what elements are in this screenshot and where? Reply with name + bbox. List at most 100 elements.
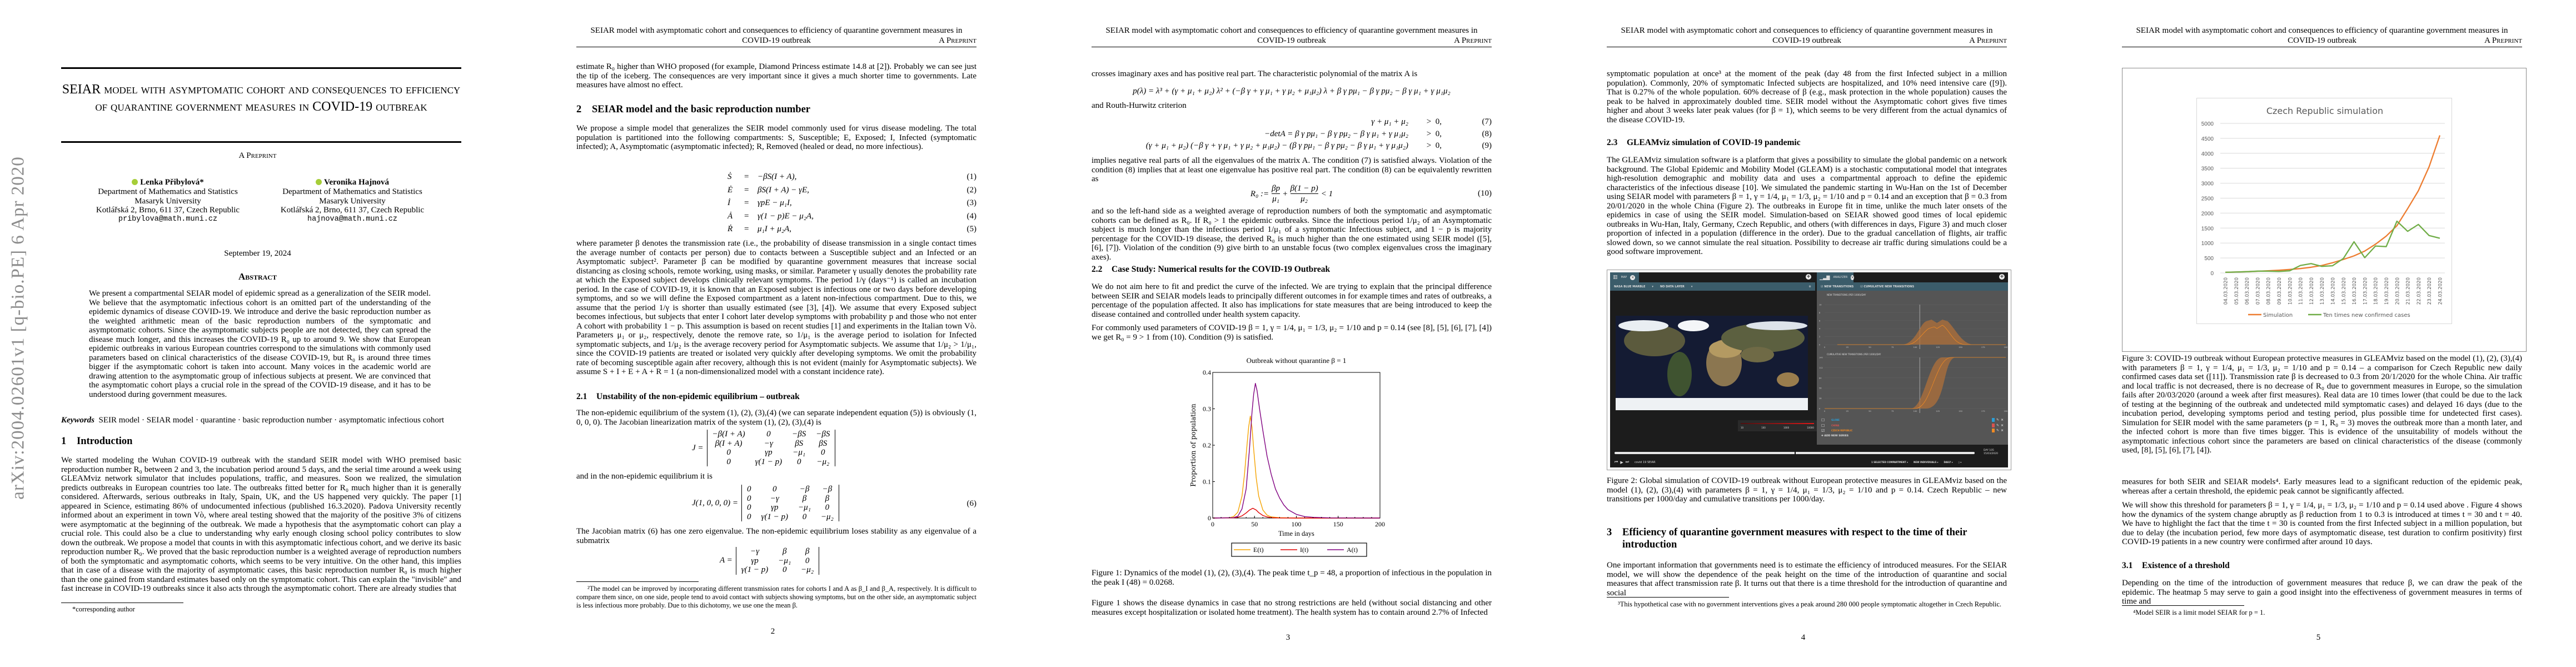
matrix-cell: −μ₂	[816, 457, 830, 466]
scale-tick: 10	[1741, 426, 1744, 429]
matrix-cell: γp	[751, 556, 759, 565]
matrix-cell: 0	[766, 430, 771, 439]
checkbox-checked-icon: ☑ NEW TRANSITIONS	[1821, 285, 1854, 288]
skip-back-icon[interactable]: ⏮	[1615, 460, 1618, 464]
series-color-swatch[interactable]	[1992, 418, 1995, 422]
x-tick-label: 18.03.2020	[2374, 277, 2379, 305]
gear-icon: ⚙	[1808, 285, 1811, 288]
y-tick-label: 0.1	[1203, 478, 1211, 486]
add-series-button[interactable]: ✚ ADD NEW SERIES	[1821, 435, 1849, 437]
x-tick-label: 175	[1981, 346, 1985, 349]
y-tick-label: 28	[1819, 397, 1821, 400]
x-tick-label: 0	[1211, 520, 1214, 528]
scale-tick: 1000	[1783, 426, 1790, 429]
section-heading: 3 Efficiency of quarantine government mea…	[1607, 527, 1967, 550]
figure-2-gleamviz-screenshot: ▥ MAP × + NASA BLUE MARBLE ▾ NO DATA LAYE…	[1607, 270, 2011, 470]
paragraph: and so the left-hand side as a weighted …	[1092, 207, 1492, 262]
series-color-swatch[interactable]	[1992, 423, 1995, 427]
legend-label: Ten times new confirmed cases	[2323, 312, 2410, 318]
x-tick-label: 175	[1981, 410, 1985, 412]
matrix-cell: −μ₁	[778, 556, 791, 565]
matrix-cell: 0	[747, 494, 751, 503]
submatrix-a: A = −γ β β γp −μ₁ 0 γ(1 − p) 0 −μ₂	[720, 547, 820, 575]
x-tick-label: 07.03.2020	[2255, 277, 2261, 305]
delete-icon[interactable]: ×	[2000, 423, 2004, 427]
y-tick-label: 3000	[2201, 181, 2214, 187]
matrix-body: 0 0 −β −β 0 −γ β β 0 γp −μ₁ 0 0 γ(1 − p) 0 −μ₂	[741, 485, 839, 521]
close-icon: ×	[1630, 275, 1636, 280]
bottom-dropdowns: 1 SELECTED COMPARTMENT ▾ NEW INDIVIDUALS…	[1871, 461, 1961, 464]
checkbox-checked-icon[interactable]: ☑	[1821, 429, 1825, 433]
date: September 19, 2024	[224, 249, 291, 258]
play-icon[interactable]: ▶	[1620, 460, 1623, 465]
delete-icon[interactable]: ×	[2000, 429, 2004, 432]
matrix-cell: β	[802, 494, 807, 503]
jacobian-matrix: J = −β(I + A) 0 −βS −βS β(I + A) −γ βS βS 0 γp −μ₁ 0…	[692, 430, 836, 466]
x-tick-label: 09.03.2020	[2277, 277, 2283, 305]
edit-icon[interactable]: ✎	[1996, 429, 1999, 432]
edit-icon[interactable]: ✎	[1996, 423, 1999, 427]
matrix-cell: 0	[747, 512, 751, 521]
y-tick-label: 1000	[2201, 241, 2214, 247]
subsection-heading: 2.1 Unstability of the non-epidemic equil…	[576, 392, 800, 401]
matrix-cell: −γ	[764, 439, 773, 448]
y-tick-label: 0	[1819, 344, 1820, 346]
x-tick-label: 125	[1936, 346, 1940, 349]
orcid-icon[interactable]	[315, 179, 322, 185]
y-tick-label: 0.2	[1203, 441, 1211, 449]
y-tick-label: 56	[1819, 387, 1821, 390]
x-tick-label: 24.03.2020	[2438, 277, 2444, 305]
paragraph: Figure 1 shows the disease dynamics in c…	[1092, 599, 1492, 617]
frequency-dropdown[interactable]: DAILY ▾	[1944, 461, 1953, 464]
author-email[interactable]: pribylova@math.muni.cz	[118, 215, 218, 224]
skip-forward-icon[interactable]: ⏭	[1625, 460, 1630, 464]
footnote: ²The model can be improved by incorporat…	[576, 585, 976, 609]
x-tick-label: 200	[2004, 346, 2008, 349]
close-icon: ×	[1851, 275, 1855, 280]
current-day: DAY 105 15/03/2020	[1984, 449, 1998, 455]
jacobian-equilibrium-matrix: J(1, 0, 0, 0) = 0 0 −β −β 0 −γ β β 0 γp −μ₁ 0 0 γ(1 − …	[692, 485, 839, 521]
x-tick-label: 150	[1333, 520, 1343, 528]
matrix-cell: β	[805, 547, 810, 556]
x-tick-label: 11.03.2020	[2299, 277, 2304, 305]
checkbox-icon[interactable]: ☐	[1821, 423, 1825, 428]
subsection-heading: 2.2 Case Study: Numerical results for the…	[1092, 265, 1331, 274]
layout-icon[interactable]: ▯ ▾	[1958, 461, 1962, 464]
tab-analyzer: ▁▃▇ ANALYZER ×	[1817, 272, 1855, 282]
series-color-swatch[interactable]	[1992, 429, 1995, 432]
chevron-down-icon: ▾	[1691, 285, 1693, 288]
map-toolbar: NASA BLUE MARBLE ▾ NO DATA LAYER ▾ ⚙	[1610, 282, 1815, 291]
chevron-down-icon: ▾	[1652, 285, 1653, 288]
edit-icon[interactable]: ✎	[1996, 418, 1999, 422]
x-tick-label: 75	[1891, 410, 1894, 412]
x-tick-label: 200	[1375, 520, 1385, 528]
timeline-slider[interactable]	[1615, 451, 1975, 455]
matrix-cell: −μ₁	[793, 448, 806, 457]
delete-icon[interactable]: ×	[2000, 418, 2004, 422]
paragraph: symptomatic population at once³ at the m…	[1607, 69, 2007, 125]
footnote-rule	[1607, 597, 1729, 598]
page-1: arXiv:2004.02601v1 [q-bio.PE] 6 Apr 2020…	[0, 0, 515, 667]
compartment-dropdown[interactable]: 1 SELECTED COMPARTMENT ▾	[1871, 461, 1908, 464]
checkbox-icon[interactable]: ☐	[1821, 418, 1825, 422]
individuals-dropdown[interactable]: NEW INDIVIDUALS ▾	[1913, 461, 1939, 464]
paragraph: estimate R₀ higher than WHO proposed (fo…	[576, 62, 976, 89]
intro-paragraph: We started modeling the Wuhan COVID-19 o…	[61, 456, 461, 593]
timeline-handle[interactable]	[1795, 451, 1796, 455]
author-1: Lenka Přibylová* Department of Mathemati…	[84, 178, 251, 225]
y-tick-label: 500	[2204, 256, 2214, 262]
x-tick-label: 0	[1824, 346, 1825, 349]
legend-box	[1231, 542, 1367, 557]
x-tick-label: 0	[1824, 410, 1825, 412]
matrix-cell: 0	[821, 448, 825, 457]
matrix-cell: β	[782, 547, 787, 556]
x-tick-label: 14.03.2020	[2331, 277, 2336, 305]
y-tick-label: 0.4	[1203, 369, 1211, 376]
orcid-icon[interactable]	[132, 179, 138, 185]
population-scale-legend: 10 100 1000 10000	[1738, 420, 1817, 431]
paragraph: implies negative real parts of all the e…	[1092, 156, 1492, 183]
x-tick-label: 12.03.2020	[2309, 277, 2315, 305]
checkbox-checked-icon: ☑ CUMULATIVE NEW TRANSITIONS	[1860, 285, 1915, 288]
author-email[interactable]: hajnova@math.muni.cz	[307, 215, 398, 224]
